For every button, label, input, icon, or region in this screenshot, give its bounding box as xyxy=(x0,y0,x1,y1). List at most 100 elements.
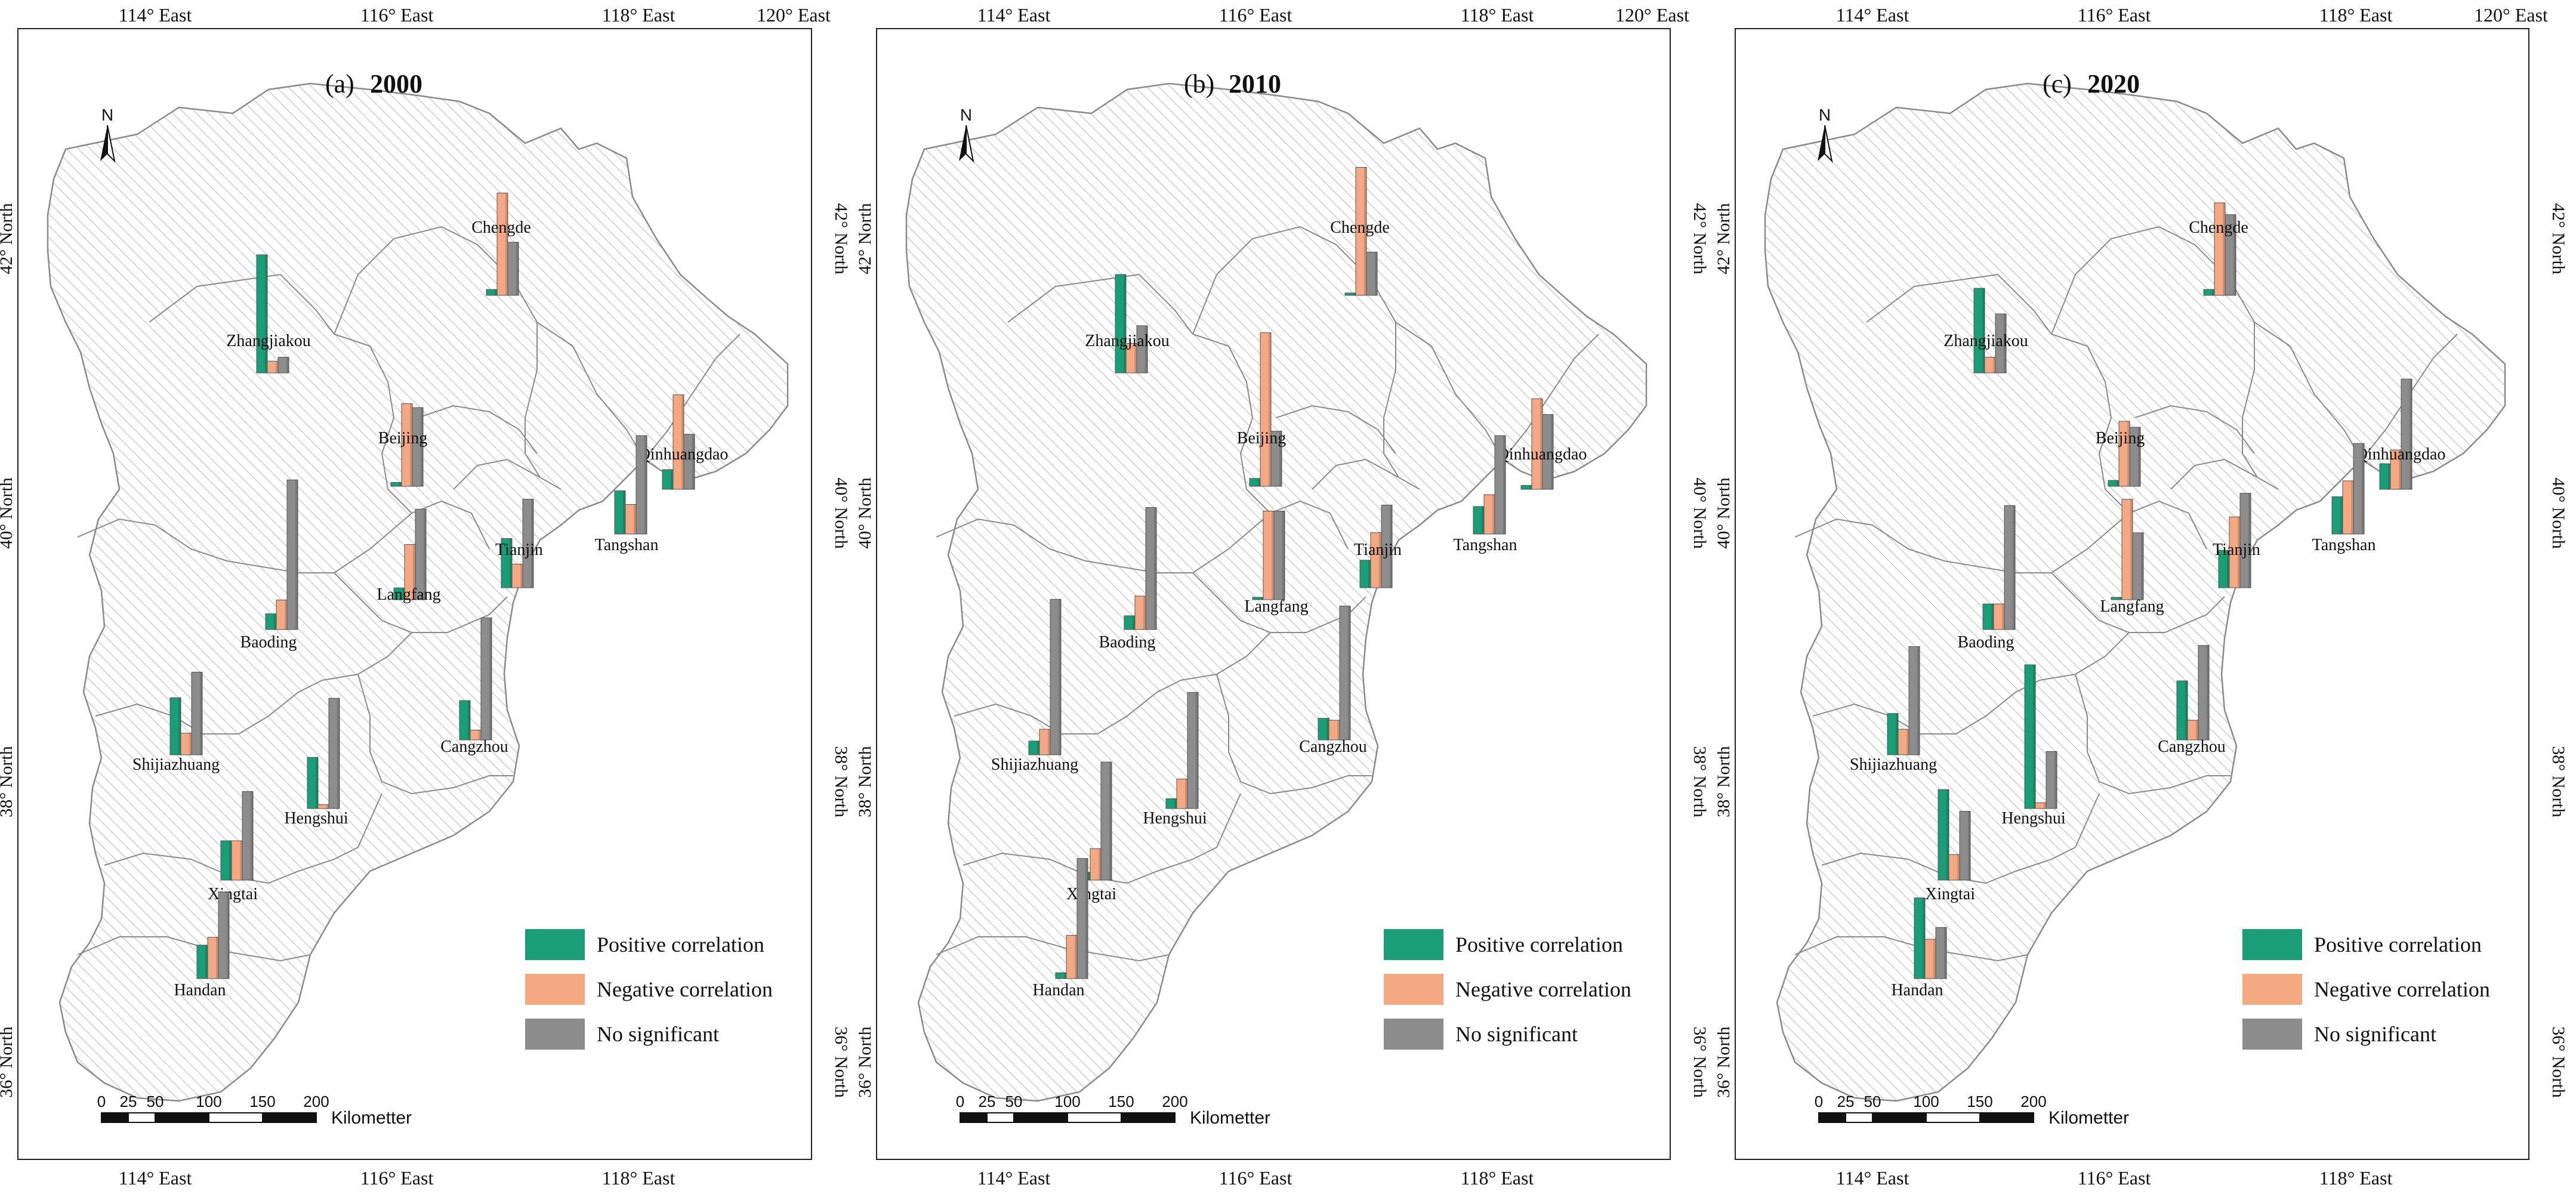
bar-shade xyxy=(2033,665,2035,809)
city-boundary xyxy=(95,674,359,735)
bar-shade xyxy=(1088,872,1090,880)
bar-shade xyxy=(1551,414,1553,489)
bar-shade xyxy=(1037,741,1039,755)
city-boundary xyxy=(644,334,741,460)
scale-tick: 50 xyxy=(147,1093,164,1110)
lon-label-bottom: 116° East xyxy=(2078,1167,2151,1189)
lat-label-left: 40° North xyxy=(1717,477,1733,549)
lon-label-top: 114° East xyxy=(977,4,1051,26)
bar-shade xyxy=(2196,720,2198,740)
city-bar-cluster xyxy=(1938,789,1971,881)
bar-positive xyxy=(501,538,513,588)
bar-none xyxy=(522,499,534,588)
city-boundary xyxy=(962,793,1241,884)
map-frame xyxy=(1735,28,2529,1160)
bar-none xyxy=(2198,645,2210,741)
bar-shade xyxy=(531,499,533,588)
map-panel-2020: 114° East 114° East 116° East 116° East 118°… xyxy=(1717,0,2576,1194)
panel-letter: (a) xyxy=(325,69,354,98)
legend-swatch-negative xyxy=(525,974,585,1005)
panel-year: 2020 xyxy=(2087,69,2140,98)
city-bar-cluster xyxy=(1055,858,1088,979)
bar-shade xyxy=(2141,532,2143,600)
city-bar-cluster xyxy=(1973,288,2007,374)
lon-label-top: 120° East xyxy=(2474,4,2548,26)
bar-shade xyxy=(240,841,242,880)
bar-shade xyxy=(1279,431,1282,486)
city-bar-cluster xyxy=(2024,664,2057,809)
bar-none xyxy=(683,434,695,490)
lat-label-left: 38° North xyxy=(0,746,16,817)
city-boundary xyxy=(936,513,1271,573)
bar-shade xyxy=(410,403,412,486)
bar-shade xyxy=(216,937,218,979)
bar-none xyxy=(328,698,340,809)
legend-label-positive: Positive correlation xyxy=(597,933,764,957)
bar-shade xyxy=(520,564,523,588)
lon-label-top: 118° East xyxy=(602,4,675,26)
city-boundary xyxy=(2242,322,2279,490)
bar-shade xyxy=(1982,288,1985,373)
bar-negative xyxy=(1260,332,1272,487)
bar-shade xyxy=(1906,729,1909,755)
city-label: Chengde xyxy=(1330,218,1390,237)
scale-tick: 150 xyxy=(249,1093,275,1110)
bar-none xyxy=(1187,692,1199,809)
map-panel-2010: 114° East 114° East 116° East 116° East 118°… xyxy=(859,0,1717,1194)
scale-tick: 150 xyxy=(1108,1093,1134,1110)
city-label: Baoding xyxy=(1099,633,1156,652)
bar-none xyxy=(1959,811,1971,881)
bar-shade xyxy=(1957,854,1960,880)
lat-label-left: 38° North xyxy=(859,746,875,817)
bar-none xyxy=(507,242,519,296)
bar-shade xyxy=(1390,505,1392,588)
panel-letter: (c) xyxy=(2043,69,2072,98)
bar-shade xyxy=(671,470,673,489)
bar-shade xyxy=(1379,532,1381,588)
map-panel-2000: 114° East 114° East 116° East 116° East 118°… xyxy=(0,0,859,1194)
city-label: Baoding xyxy=(240,633,297,652)
bar-shade xyxy=(1282,511,1285,600)
bar-shade xyxy=(1968,811,1970,880)
city-label: Langfang xyxy=(377,585,440,604)
city-label: Beijing xyxy=(1237,429,1286,448)
lat-label-left: 42° North xyxy=(859,203,875,274)
bar-none xyxy=(2046,751,2057,809)
lon-label-top: 114° East xyxy=(119,4,192,26)
bar-shade xyxy=(1269,332,1271,486)
city-bar-cluster xyxy=(1520,398,1554,490)
bar-shade xyxy=(2351,480,2353,534)
bar-shade xyxy=(1064,973,1066,979)
city-boundary xyxy=(2170,458,2258,490)
bar-shade xyxy=(326,804,329,809)
scale-tick: 50 xyxy=(1005,1093,1023,1110)
bar-positive xyxy=(1973,288,1985,374)
lon-label-top: 118° East xyxy=(1461,4,1534,26)
bar-shade xyxy=(286,357,289,373)
bar-shade xyxy=(200,672,202,755)
bar-shade xyxy=(227,891,229,979)
lat-label-right: 36° North xyxy=(2549,1026,2568,1098)
legend-swatch-positive xyxy=(525,929,585,960)
legend: Positive correlation Negative correlation… xyxy=(2242,929,2490,1050)
city-label: Langfang xyxy=(2100,597,2164,616)
city-label: Shijiazhuang xyxy=(991,755,1078,774)
lat-label-left: 40° North xyxy=(859,477,875,549)
legend-label-positive: Positive correlation xyxy=(1455,933,1623,957)
city-boundary xyxy=(357,632,412,675)
scale-tick: 200 xyxy=(2020,1093,2046,1110)
city-label: Chengde xyxy=(471,218,531,237)
city-bar-cluster xyxy=(614,435,647,535)
map-svg-2020: 114° East 114° East 116° East 116° East 118°… xyxy=(1717,4,2568,1189)
bar-shade xyxy=(1258,478,1260,486)
scale-unit: Kilometter xyxy=(2049,1108,2129,1128)
bar-shade xyxy=(1993,357,1995,373)
bar-shade xyxy=(2185,681,2188,740)
bar-none xyxy=(480,617,492,741)
city-boundary xyxy=(411,500,490,550)
legend-label-negative: Negative correlation xyxy=(2314,977,2490,1001)
city-boundary xyxy=(334,334,412,514)
bar-shade xyxy=(623,490,625,534)
